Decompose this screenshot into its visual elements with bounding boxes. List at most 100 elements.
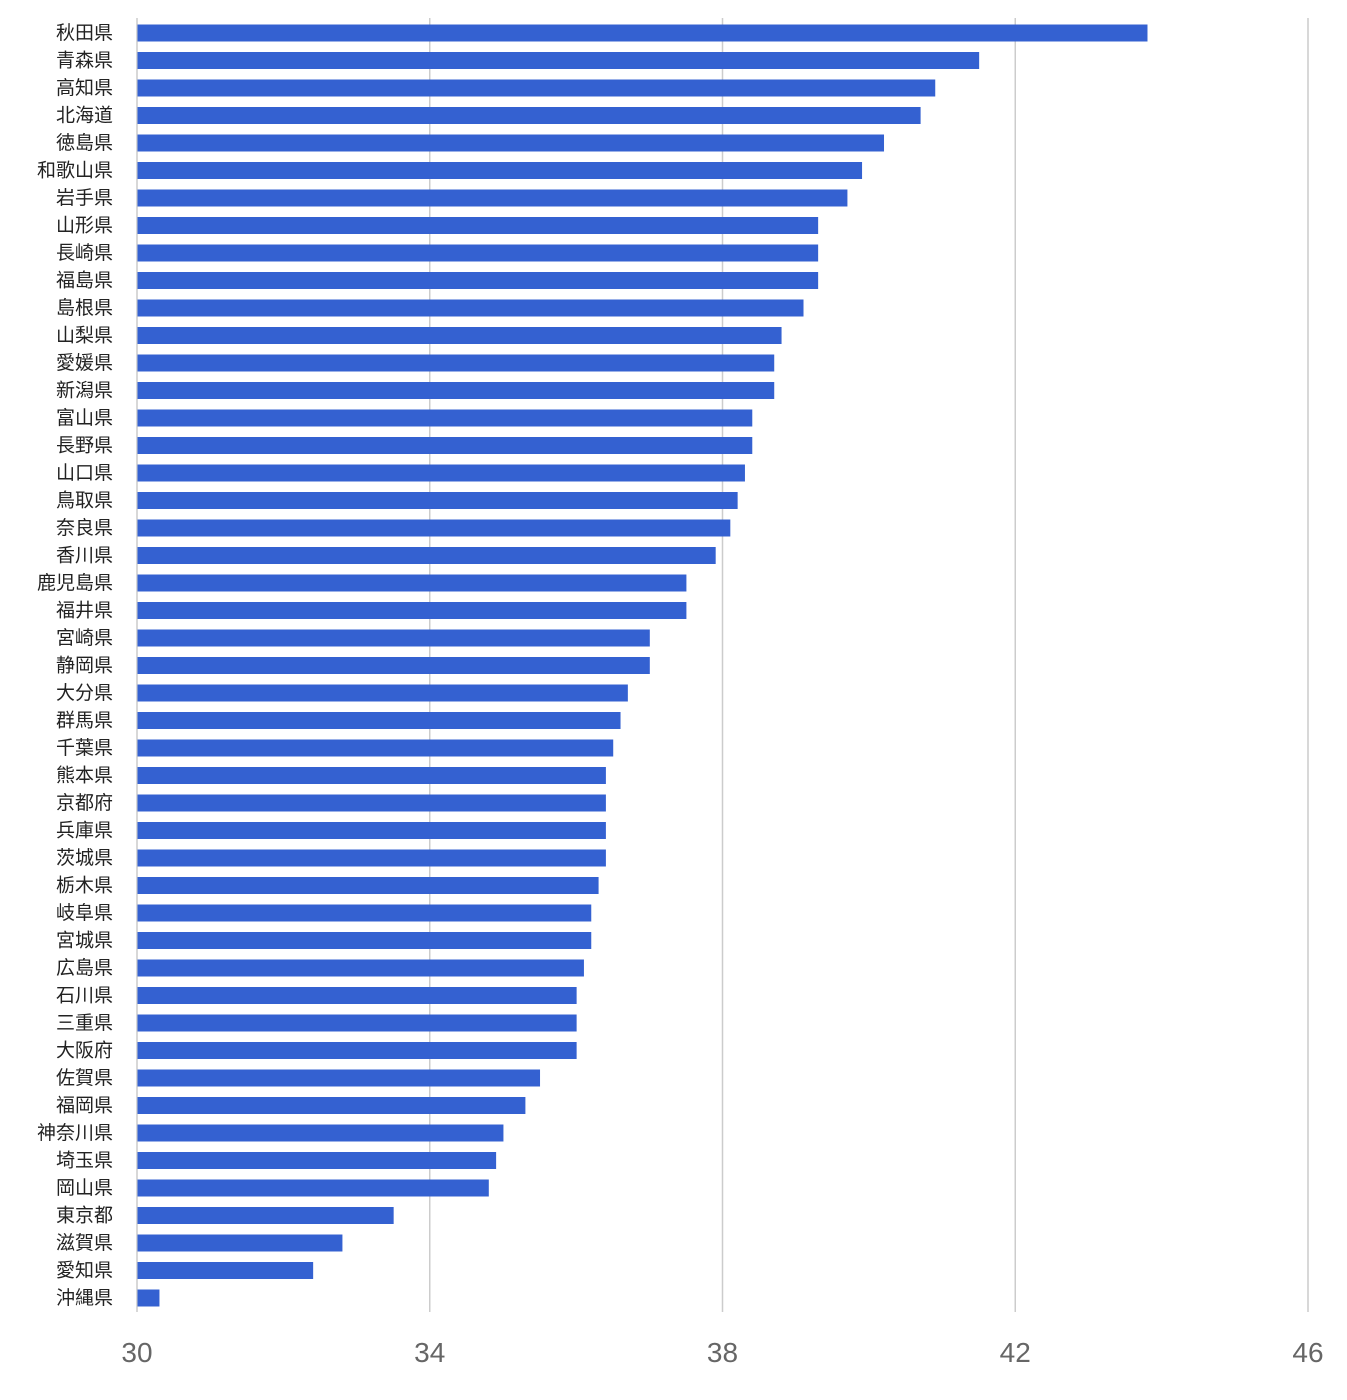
x-tick-label: 38 [707, 1337, 738, 1368]
category-label: 秋田県 [56, 22, 113, 44]
bar [137, 602, 687, 619]
bar [137, 1152, 497, 1169]
bar [137, 1097, 526, 1114]
bar [137, 107, 921, 124]
bar [137, 492, 738, 509]
bar [137, 684, 628, 702]
x-axis-ticks: 30 34 38 42 46 [121, 1337, 1323, 1368]
category-label: 静岡県 [56, 655, 113, 677]
bar [137, 24, 1148, 42]
category-label: 広島県 [56, 957, 113, 979]
category-label: 石川県 [56, 985, 113, 1007]
bar [137, 134, 885, 152]
x-tick-label: 46 [1292, 1337, 1323, 1368]
category-label: 三重県 [56, 1012, 113, 1034]
category-label: 岩手県 [56, 187, 113, 209]
bar [137, 409, 753, 427]
category-label: 熊本県 [56, 765, 113, 787]
category-label: 青森県 [56, 50, 113, 72]
category-label: 神奈川県 [37, 1122, 113, 1144]
category-label: 大阪府 [56, 1040, 113, 1062]
bar [137, 629, 650, 647]
bar [137, 904, 592, 922]
category-labels: 秋田県青森県高知県北海道徳島県和歌山県岩手県山形県長崎県福島県島根県山梨県愛媛県… [37, 22, 113, 1309]
category-label: 埼玉県 [56, 1150, 113, 1172]
bar [137, 79, 936, 97]
bar [137, 547, 716, 564]
bar [137, 382, 775, 399]
category-label: 兵庫県 [56, 820, 113, 842]
category-label: 和歌山県 [37, 160, 113, 182]
category-label: 北海道 [56, 105, 113, 127]
bar [137, 1289, 160, 1307]
category-label: 徳島県 [56, 132, 113, 154]
bar [137, 987, 577, 1004]
bar [137, 327, 782, 344]
category-label: 新潟県 [56, 380, 113, 402]
bar [137, 272, 819, 289]
bars [137, 24, 1148, 1307]
x-tick-label: 30 [121, 1337, 152, 1368]
x-tick-label: 34 [414, 1337, 445, 1368]
category-label: 鹿児島県 [37, 572, 113, 594]
bar [137, 739, 614, 757]
bar [137, 519, 731, 537]
category-label: 茨城県 [56, 847, 113, 869]
category-label: 佐賀県 [56, 1067, 113, 1089]
bar [137, 1124, 504, 1142]
category-label: 長崎県 [56, 242, 113, 264]
bar [137, 1262, 314, 1279]
bar [137, 849, 606, 867]
category-label: 高知県 [56, 77, 113, 99]
bar [137, 437, 753, 454]
bar [137, 1014, 577, 1032]
category-label: 香川県 [56, 545, 113, 567]
bar [137, 574, 687, 592]
bar [137, 822, 606, 839]
bar [137, 712, 621, 729]
bar [137, 162, 863, 179]
bar [137, 767, 606, 784]
category-label: 愛媛県 [56, 352, 113, 374]
category-label: 群馬県 [56, 710, 113, 732]
category-label: 宮崎県 [56, 627, 113, 649]
category-label: 山形県 [56, 215, 113, 237]
category-label: 京都府 [56, 792, 113, 814]
category-label: 栃木県 [56, 875, 113, 897]
bar [137, 354, 775, 372]
category-label: 山梨県 [56, 325, 113, 347]
category-label: 奈良県 [56, 517, 113, 539]
category-label: 山口県 [56, 462, 113, 484]
bar [137, 877, 599, 894]
bar [137, 217, 819, 234]
bar [137, 932, 592, 949]
category-label: 愛知県 [56, 1260, 113, 1282]
category-label: 島根県 [56, 297, 113, 319]
category-label: 東京都 [56, 1205, 113, 1227]
bar [137, 299, 804, 317]
bar [137, 1234, 343, 1252]
category-label: 福島県 [56, 270, 113, 292]
bar [137, 244, 819, 262]
bar [137, 794, 606, 812]
category-label: 千葉県 [56, 737, 113, 759]
bar [137, 189, 848, 207]
bar [137, 1179, 489, 1197]
bar [137, 1207, 394, 1224]
category-label: 滋賀県 [56, 1232, 113, 1254]
bar [137, 657, 650, 674]
category-label: 富山県 [56, 407, 113, 429]
category-label: 鳥取県 [56, 490, 113, 512]
bar [137, 464, 745, 482]
category-label: 長野県 [56, 435, 113, 457]
category-label: 沖縄県 [56, 1287, 113, 1309]
bar [137, 959, 584, 977]
category-label: 宮城県 [56, 930, 113, 952]
x-tick-label: 42 [1000, 1337, 1031, 1368]
bar [137, 1069, 541, 1087]
category-label: 福井県 [56, 600, 113, 622]
category-label: 岐阜県 [56, 902, 113, 924]
category-label: 岡山県 [56, 1177, 113, 1199]
bar [137, 1042, 577, 1059]
bar [137, 52, 980, 69]
